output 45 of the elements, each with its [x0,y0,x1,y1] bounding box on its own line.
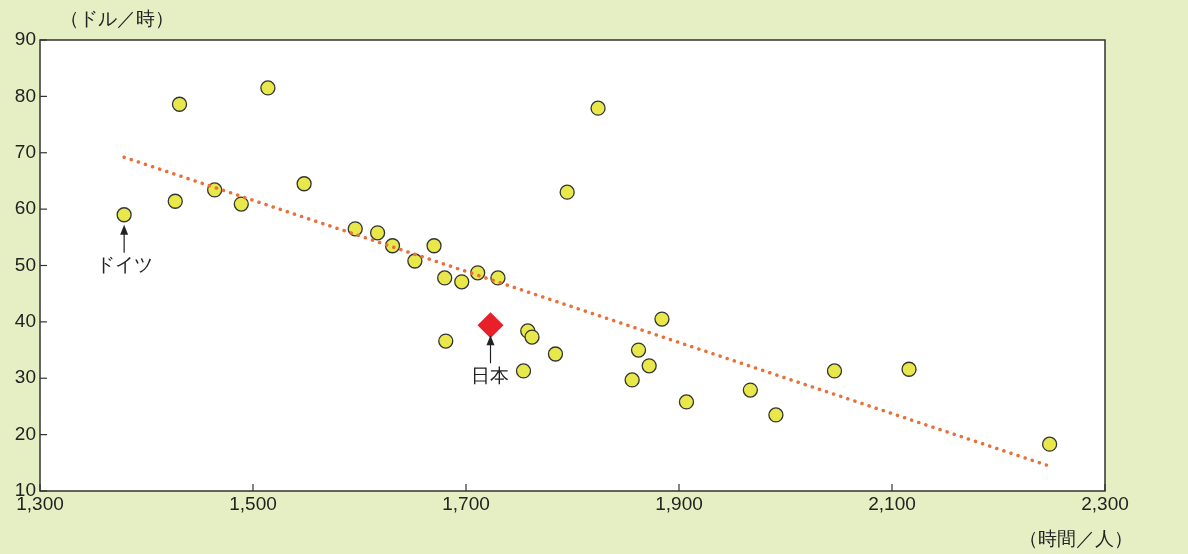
point [630,342,647,358]
point [167,193,183,209]
x-tick-label: 1,500 [229,492,277,514]
point [742,382,759,398]
point [233,196,249,212]
point [624,372,640,388]
y-tick-label: 50 [14,253,36,275]
point [369,225,386,241]
annotation: ドイツ [95,254,153,276]
point [477,312,504,339]
y-tick-label: 20 [14,422,36,444]
x-tick-label: 2,300 [1081,492,1129,514]
point [1041,436,1058,452]
y-tick-label: 60 [14,197,36,219]
annotation: 日本 [471,364,510,386]
y-tick-label: 80 [14,84,36,106]
point [515,363,532,379]
x-tick-label: 2,100 [868,492,916,514]
point [454,274,470,290]
point [654,311,670,327]
point [171,96,188,112]
point [438,333,454,349]
point [826,363,843,379]
y-tick-label: 40 [14,310,36,332]
point [524,329,540,345]
y-tick-label: 90 [14,28,36,50]
point [641,358,657,374]
point [768,407,784,423]
x-axis-title: （時間／人） [1019,528,1133,550]
point [426,238,442,254]
point [590,100,606,116]
point [116,207,132,223]
point [437,270,453,286]
point [407,253,423,269]
point [547,346,564,362]
point [678,394,695,410]
point [559,184,575,200]
y-axis-title: （ドル／時） [60,8,174,30]
x-tick-label: 1,700 [442,492,490,514]
y-tick-label: 30 [14,366,36,388]
point [296,176,312,192]
x-tick-label: 1,900 [655,492,703,514]
point [260,80,276,96]
point [901,361,917,377]
y-tick-label: 70 [14,140,36,162]
